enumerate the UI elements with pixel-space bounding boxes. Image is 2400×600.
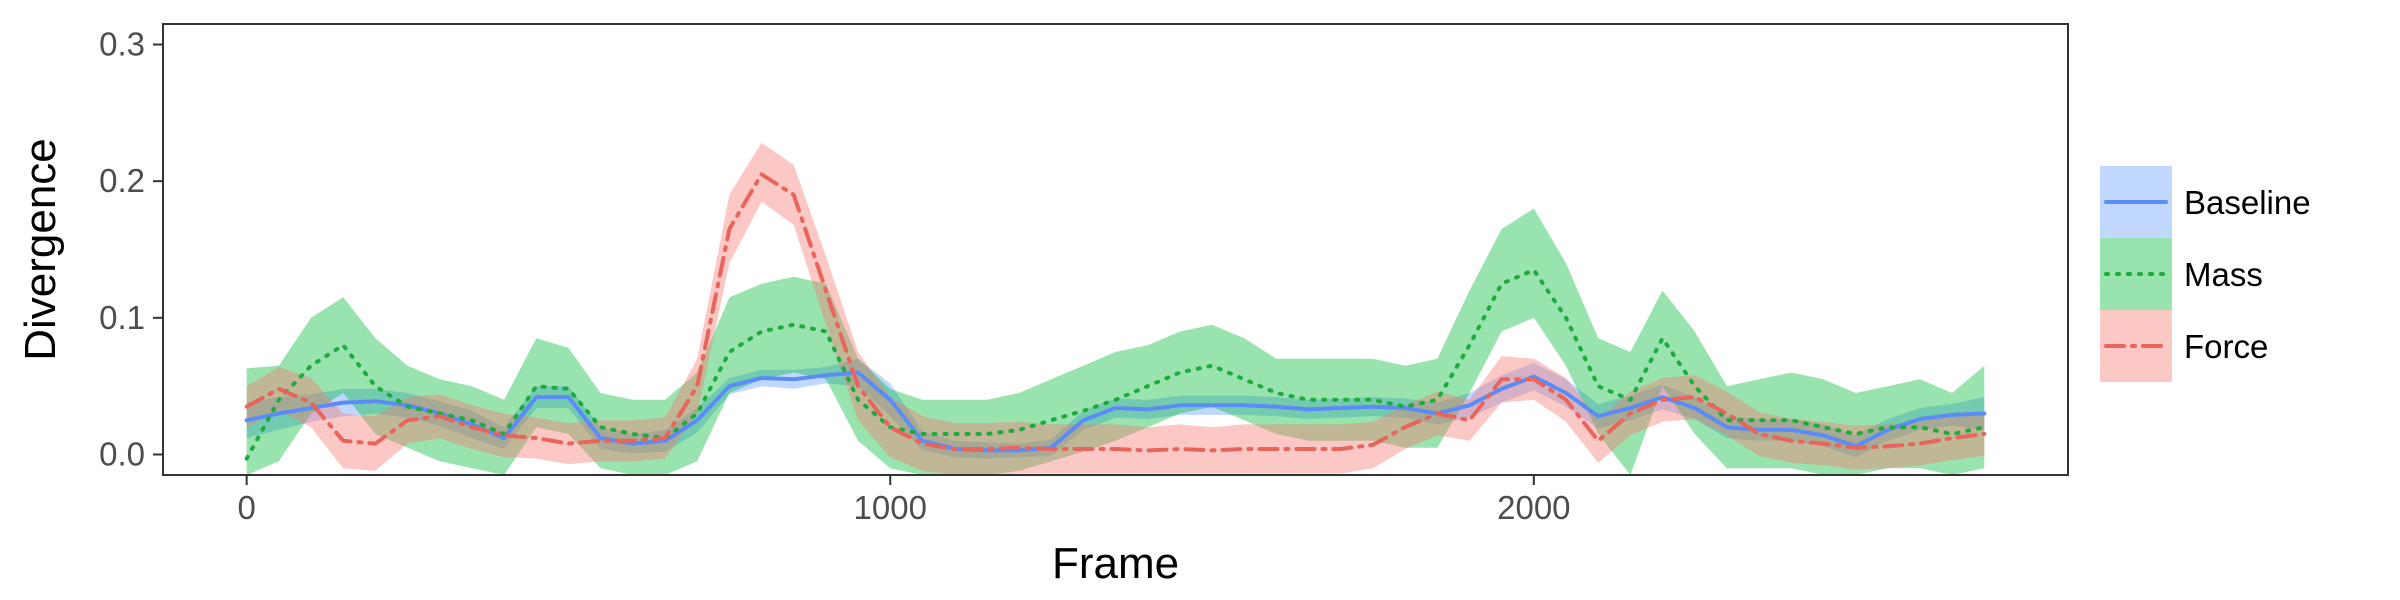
panel-border <box>162 23 2069 476</box>
line-baseline <box>244 370 1987 453</box>
legend-label: Mass <box>2184 256 2263 293</box>
y-tick-label: 0.0 <box>99 436 145 473</box>
legend-item-force: Force <box>2100 310 2268 382</box>
y-axis: 0.0 0.1 0.2 0.3 <box>99 26 163 473</box>
x-tick-label: 0 <box>237 489 255 526</box>
series-lines <box>244 172 1987 461</box>
x-axis-title: Frame <box>1052 539 1179 588</box>
line-mass <box>244 268 1987 461</box>
x-tick-label: 2000 <box>1497 489 1570 526</box>
y-tick-label: 0.1 <box>99 299 145 336</box>
y-axis-title: Divergence <box>16 138 65 361</box>
x-tick-label: 1000 <box>854 489 927 526</box>
x-axis: 0 1000 2000 <box>237 475 1571 526</box>
band-force <box>246 142 1985 475</box>
y-tick-label: 0.2 <box>99 162 145 199</box>
legend: Baseline Mass Force <box>2100 166 2311 382</box>
legend-label: Force <box>2184 328 2268 365</box>
y-tick-label: 0.3 <box>99 26 145 63</box>
legend-item-mass: Mass <box>2100 238 2263 310</box>
legend-label: Baseline <box>2184 184 2311 221</box>
legend-item-baseline: Baseline <box>2100 166 2311 238</box>
line-force <box>244 172 1987 453</box>
